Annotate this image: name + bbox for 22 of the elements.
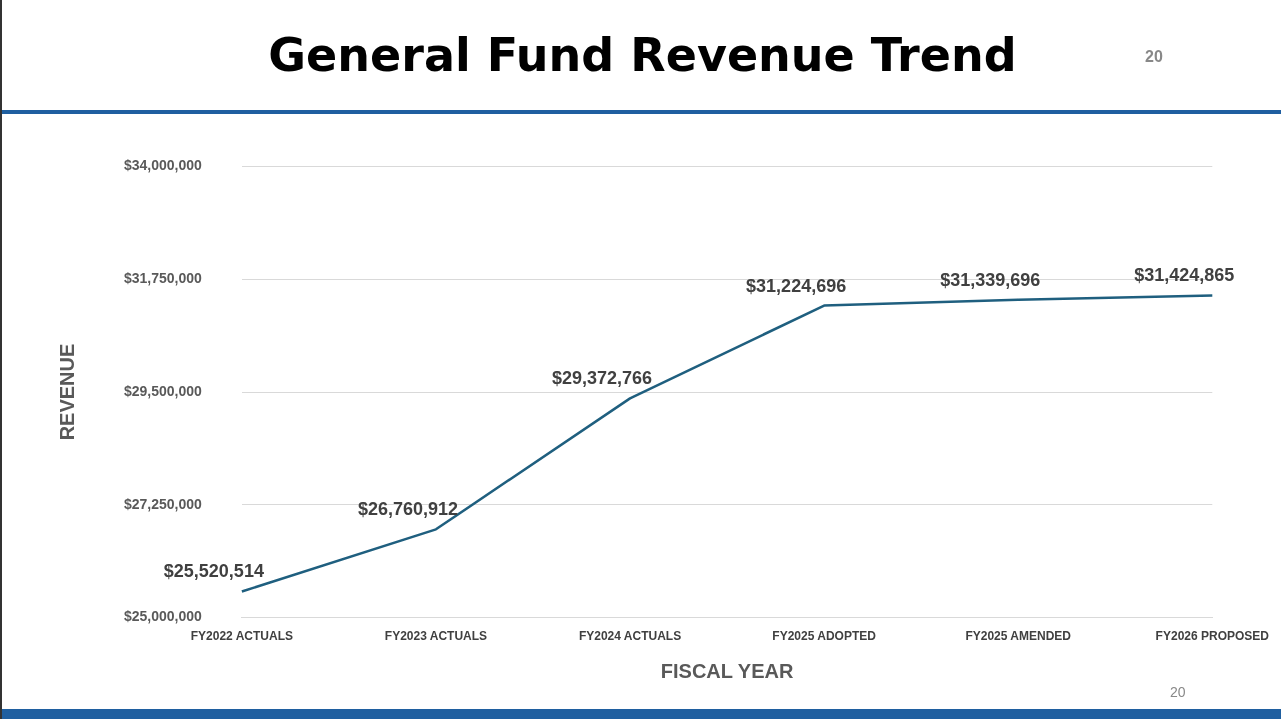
data-label: $31,224,696	[746, 275, 847, 296]
x-tick-label: FY2025 ADOPTED	[772, 629, 877, 644]
x-tick-label: FY2026 PROPOSED	[1155, 629, 1270, 644]
data-label: $25,520,514	[163, 561, 264, 582]
y-tick-label: $31,750,000	[124, 270, 203, 287]
data-label: $29,372,766	[551, 368, 653, 389]
text: 20	[1170, 684, 1186, 700]
y-tick-label: $34,000,000	[124, 157, 203, 174]
x-axis-title: FISCAL YEAR	[660, 659, 794, 682]
x-tick-label: FY2024 ACTUALS	[578, 629, 682, 644]
text: 20	[1145, 48, 1163, 66]
y-axis-title: REVENUE	[55, 343, 78, 441]
chart-title: General Fund Revenue Trend	[268, 28, 1017, 82]
y-tick-label: $27,250,000	[124, 495, 203, 512]
data-label: $26,760,912	[357, 499, 458, 520]
y-tick-label: $29,500,000	[124, 382, 203, 399]
data-label: $31,339,696	[940, 269, 1041, 290]
x-tick-label: FY2025 AMENDED	[965, 629, 1072, 644]
y-tick-label: $25,000,000	[124, 608, 203, 625]
data-label: $31,424,865	[1134, 265, 1235, 286]
x-tick-label: FY2023 ACTUALS	[384, 629, 488, 644]
x-tick-label: FY2022 ACTUALS	[190, 629, 293, 644]
